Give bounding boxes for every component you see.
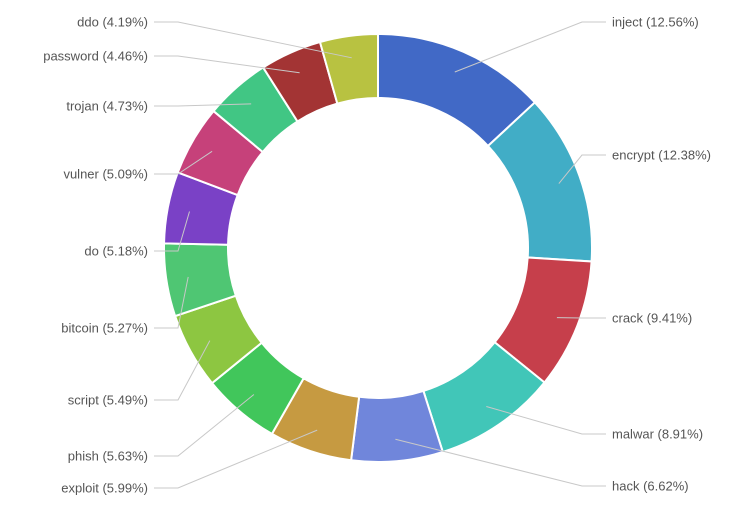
leader-line-do [154,211,190,252]
slice-label-malwar: malwar (8.91%) [612,427,703,442]
leader-line-inject [454,21,606,73]
leader-line-vulner [154,150,213,175]
slice-label-hack: hack (6.62%) [612,479,689,494]
slice-label-encrypt: encrypt (12.38%) [612,148,711,163]
leader-line-password [154,55,300,74]
leader-line-encrypt [558,154,606,184]
leader-line-malwar [486,406,606,435]
leader-line-hack [395,438,606,487]
leader-line-ddo [154,21,352,59]
slice-label-trojan: trojan (4.73%) [66,99,148,114]
labels-group: inject (12.56%) encrypt (12.38%) crack (9.… [43,15,711,496]
leader-line-phish [154,394,255,457]
slice-label-ddo: ddo (4.19%) [77,15,148,30]
slice-label-password: password (4.46%) [43,49,148,64]
slice-label-crack: crack (9.41%) [612,311,692,326]
leader-line-exploit [154,429,318,489]
slice-label-phish: phish (5.63%) [68,449,148,464]
slice-ddo[interactable] [318,32,379,105]
slices-group [163,32,593,463]
leader-line-bitcoin [154,276,189,329]
leader-line-trojan [154,103,252,107]
slice-label-do: do (5.18%) [84,244,148,259]
slice-label-exploit: exploit (5.99%) [61,481,148,496]
slice-label-script: script (5.49%) [68,393,148,408]
leader-line-script [154,340,211,401]
slice-label-vulner: vulner (5.09%) [63,167,148,182]
slice-label-bitcoin: bitcoin (5.27%) [61,321,148,336]
leader-lines-group [154,21,606,489]
slice-label-inject: inject (12.56%) [612,15,699,30]
